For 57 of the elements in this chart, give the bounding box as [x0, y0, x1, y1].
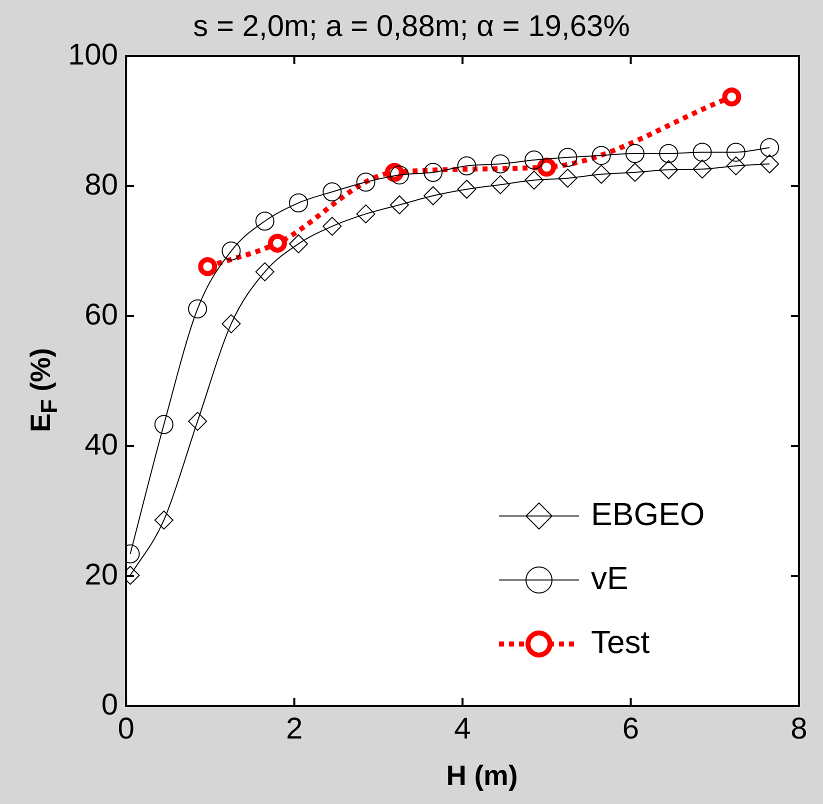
point	[457, 156, 476, 176]
point	[457, 180, 476, 199]
legend-label: EBGEO	[591, 496, 705, 532]
x-tick-label: 2	[286, 712, 303, 746]
x-axis-title: H (m)	[445, 760, 519, 792]
chart-title: s = 2,0m; a = 0,88m; α = 19,63%	[193, 10, 630, 43]
point	[322, 216, 342, 236]
point	[760, 154, 780, 174]
point	[154, 415, 174, 434]
point	[659, 160, 678, 180]
y-tick-label: 0	[101, 688, 118, 722]
point	[490, 175, 510, 194]
x-tick-label: 6	[622, 712, 640, 746]
point	[356, 204, 376, 224]
y-tick-label: 40	[84, 428, 118, 462]
point	[726, 156, 746, 176]
point	[537, 158, 556, 177]
x-tick-label: 8	[790, 712, 808, 746]
point	[692, 160, 712, 179]
point	[356, 172, 376, 192]
point	[198, 257, 218, 276]
y-tick-label: 80	[84, 168, 118, 202]
point	[659, 144, 678, 163]
point	[154, 510, 174, 530]
point	[722, 87, 742, 106]
legend-label: vE	[591, 560, 628, 596]
point	[188, 412, 208, 431]
point	[188, 299, 208, 318]
point	[692, 142, 712, 162]
point	[524, 150, 544, 170]
x-tick-label: 4	[454, 712, 471, 746]
point	[390, 195, 409, 214]
point	[222, 314, 241, 334]
point	[222, 242, 241, 260]
point	[255, 212, 274, 231]
point	[558, 168, 578, 188]
point	[592, 164, 611, 184]
point	[322, 182, 342, 202]
point	[424, 186, 443, 206]
point	[524, 170, 544, 190]
point	[490, 154, 510, 174]
point	[625, 162, 644, 182]
point	[288, 193, 308, 212]
point	[255, 262, 274, 282]
y-tick-label: 100	[68, 38, 118, 72]
point	[592, 146, 611, 165]
legend-label: Test	[591, 624, 650, 660]
point	[760, 138, 780, 158]
point	[268, 234, 287, 253]
point	[424, 162, 443, 182]
point	[625, 144, 644, 163]
point	[390, 165, 409, 184]
point	[288, 234, 308, 254]
point	[726, 142, 746, 162]
y-tick-label: 60	[84, 298, 118, 332]
point	[558, 148, 578, 167]
y-tick-label: 20	[84, 558, 118, 592]
